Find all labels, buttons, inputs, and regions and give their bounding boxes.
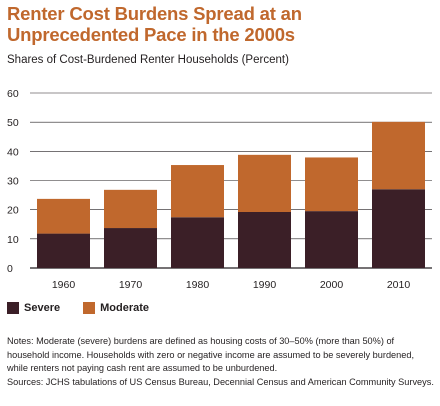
chart-title: Renter Cost Burdens Spread at an Unprece… (7, 3, 302, 45)
x-tick-label: 1990 (253, 279, 277, 291)
x-tick-label: 2010 (387, 279, 411, 291)
notes-text: Notes: Moderate (severe) burdens are def… (7, 336, 415, 374)
bar-moderate-1960 (37, 198, 90, 234)
x-tick-label: 1960 (52, 279, 76, 291)
y-tick-label: 20 (7, 205, 19, 217)
bar-severe-1980 (171, 217, 224, 268)
y-tick-label: 60 (7, 88, 19, 100)
bar-moderate-1980 (171, 165, 224, 218)
bar-moderate-2000 (305, 157, 358, 212)
bar-severe-2010 (372, 189, 425, 268)
x-tick-label: 2000 (320, 279, 344, 291)
legend-label-moderate: Moderate (100, 302, 149, 314)
bar-severe-2000 (305, 211, 358, 268)
bar-moderate-1990 (238, 154, 291, 212)
y-tick-label: 50 (7, 117, 19, 129)
sources-text: Sources: JCHS tabulations of US Census B… (7, 376, 434, 387)
chart-subtitle: Shares of Cost-Burdened Renter Household… (7, 54, 289, 66)
x-tick-label: 1970 (119, 279, 143, 291)
legend-item-severe: Severe (7, 302, 60, 314)
y-tick-label: 0 (7, 263, 13, 275)
stacked-bar-chart: 0 10 20 30 40 50 60 1960 1970 1980 1990 2000 2010 (7, 88, 432, 291)
legend: Severe Moderate (7, 302, 172, 314)
legend-swatch-severe (7, 302, 19, 314)
legend-label-severe: Severe (24, 302, 61, 314)
x-tick-label: 1980 (186, 279, 210, 291)
bar-moderate-1970 (104, 189, 157, 229)
legend-swatch-moderate (83, 302, 96, 314)
y-tick-label: 30 (7, 176, 19, 188)
bar-severe-1960 (37, 233, 90, 268)
bar-severe-1990 (238, 212, 291, 268)
y-tick-label: 40 (7, 146, 19, 158)
y-tick-label: 10 (7, 234, 19, 246)
notes: Notes: Moderate (severe) burdens are def… (7, 335, 435, 389)
legend-item-moderate: Moderate (83, 302, 149, 314)
bar-moderate-2010 (372, 121, 425, 190)
bar-severe-1970 (104, 228, 157, 268)
